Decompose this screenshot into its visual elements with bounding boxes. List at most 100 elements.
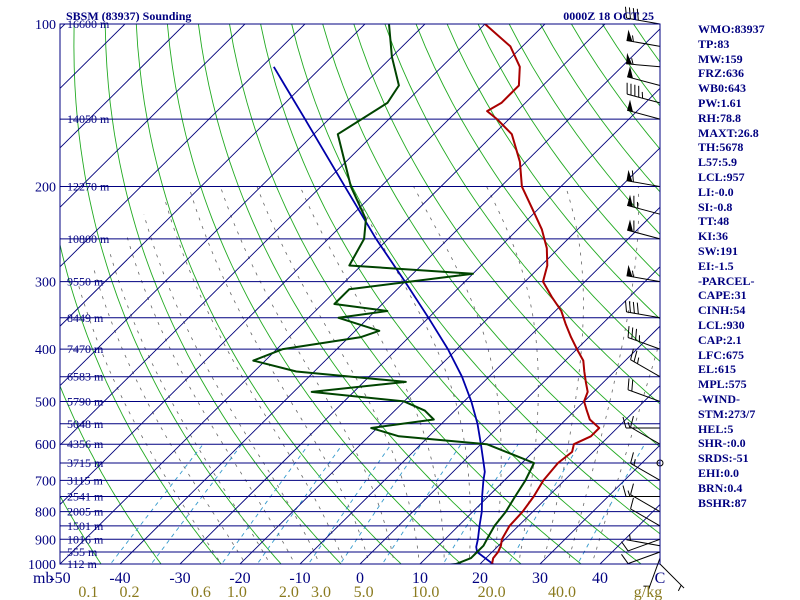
index-item: TH:5678	[698, 140, 744, 155]
isotherm	[119, 28, 660, 564]
height-label: 3715 m	[67, 456, 104, 470]
isotherm	[60, 24, 366, 327]
mixing-ratio-line	[381, 443, 462, 564]
pressure-tick-label: 800	[35, 506, 56, 521]
temperature-tick-label: 10	[412, 570, 428, 587]
wind-barb	[630, 348, 661, 378]
wind-barb	[621, 551, 661, 565]
isotherm	[179, 87, 660, 564]
mixing-ratio-line	[577, 443, 645, 564]
height-label: 2005 m	[67, 505, 104, 519]
dry-adiabat	[60, 495, 102, 564]
mixing-ratio-line	[150, 443, 243, 564]
pressure-tick-label: 1000	[28, 558, 56, 573]
mixing-ratio-tick-label: 0.1	[78, 584, 98, 600]
moist-adiabat	[109, 252, 271, 564]
index-item: SHR-:0.0	[698, 436, 746, 451]
mixing-ratio-tick-label: 2.0	[279, 584, 299, 600]
index-item: TP:83	[698, 36, 730, 51]
temperature-tick-label: -30	[169, 570, 190, 587]
dry-adiabat	[446, 24, 660, 320]
isotherm	[539, 444, 660, 564]
wind-barb	[627, 326, 661, 350]
height-label: 1016 m	[67, 532, 104, 546]
mixing-ratio-tick-label: 3.0	[311, 584, 331, 600]
isotherm	[359, 266, 660, 564]
index-item: SRDS:-51	[698, 451, 749, 466]
isotherm	[60, 24, 486, 446]
height-label: 14050 m	[67, 112, 110, 126]
dry-adiabat	[384, 24, 660, 405]
index-item: FRZ:636	[698, 66, 744, 81]
index-item: HEL:5	[698, 421, 734, 436]
mixing-ratio-tick-label: 40.0	[548, 584, 576, 600]
temperature-tick-label: -10	[289, 570, 310, 587]
dry-adiabat	[135, 24, 402, 564]
height-label: 9550 m	[67, 275, 104, 289]
dewpoint-trace	[252, 24, 535, 564]
index-item: LFC:675	[698, 347, 744, 362]
isotherm	[60, 24, 546, 506]
height-label: 12270 m	[67, 180, 110, 194]
height-label: 5048 m	[67, 417, 104, 431]
mixing-ratio-line	[507, 443, 580, 564]
wind-barb	[643, 557, 661, 591]
index-item: MAXT:26.8	[698, 125, 759, 140]
sounding-indices: WMO:83937 TP:83 MW:159 FRZ:636 WB0:643 PW:1.6…	[698, 22, 765, 510]
pressure-tick-label: 900	[35, 533, 56, 548]
wind-barb	[626, 169, 661, 188]
wind-barb	[630, 483, 661, 513]
moist-adiabat	[92, 265, 247, 564]
wind-barb	[626, 29, 661, 47]
isotherm	[60, 24, 186, 149]
pressure-tick-label: 300	[35, 276, 56, 291]
wind-barb	[622, 485, 660, 498]
index-item: STM:273/7	[698, 406, 756, 421]
wind-barb	[659, 563, 685, 592]
index-item: -WIND-	[698, 391, 740, 406]
index-item: MW:159	[698, 51, 743, 66]
dry-adiabat	[73, 24, 282, 564]
index-item: MPL:575	[698, 377, 747, 392]
mixing-ratio-tick-label: 10.0	[411, 584, 439, 600]
temperature-trace	[483, 24, 601, 564]
wind-barbs	[621, 6, 685, 592]
dry-adiabat	[166, 24, 462, 564]
height-label: 5790 m	[67, 394, 104, 408]
height-label: 555 m	[67, 545, 98, 559]
index-item: EHI:0.0	[698, 465, 740, 480]
height-label: 4356 m	[67, 437, 104, 451]
index-item: SW:191	[698, 243, 739, 258]
height-label: 1501 m	[67, 519, 104, 533]
wind-barb	[627, 99, 661, 120]
index-item: WMO:83937	[698, 22, 765, 36]
moist-adiabat	[220, 186, 395, 564]
index-item: WB0:643	[698, 81, 746, 96]
wind-barb	[630, 416, 661, 445]
mixing-ratio-tick-label: 20.0	[478, 584, 506, 600]
pressure-tick-label: 100	[35, 18, 56, 33]
index-item: CINH:54	[698, 303, 746, 318]
parcel-trace	[273, 66, 495, 564]
dry-adiabat	[477, 24, 660, 278]
index-item: LI:-0.0	[698, 184, 734, 199]
profiles	[252, 24, 601, 564]
wind-barb	[627, 66, 661, 87]
pressure-tick-label: 600	[35, 438, 56, 453]
temperature-tick-label: 40	[592, 570, 608, 587]
wind-barb	[627, 378, 661, 402]
moist-adiabat	[351, 186, 471, 564]
wind-barb	[630, 497, 661, 527]
station-title: SBSM (83937) Sounding	[66, 9, 191, 23]
index-item: SI:-0.8	[698, 199, 733, 214]
isotherm	[60, 24, 426, 387]
pressure-tick-label: 400	[35, 343, 56, 358]
wind-barb	[626, 534, 661, 547]
isotherm	[60, 24, 606, 564]
index-item: -PARCEL-	[698, 273, 755, 288]
wind-barb	[627, 219, 661, 240]
height-label: 8449 m	[67, 311, 104, 325]
index-item: CAP:2.1	[698, 332, 742, 347]
